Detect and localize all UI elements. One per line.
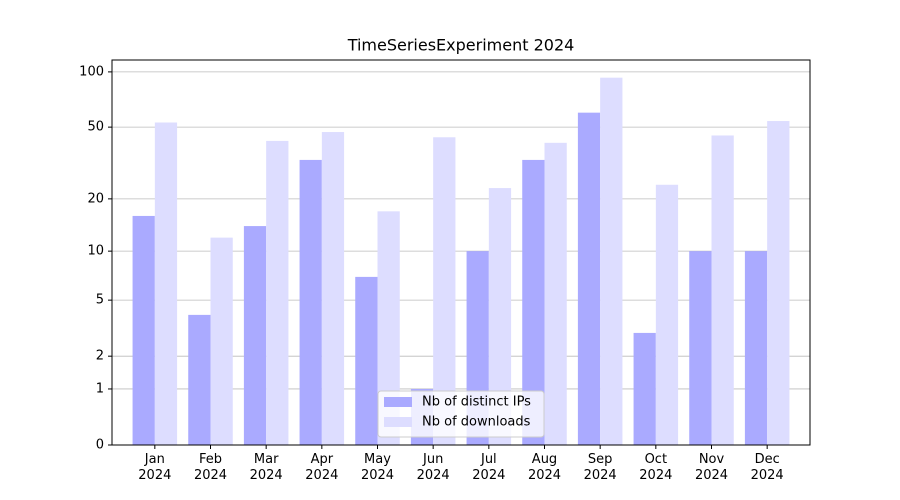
x-tick-label: Oct 2024 (639, 452, 673, 483)
bar (210, 237, 233, 445)
bar (188, 314, 211, 445)
bar (655, 184, 679, 445)
y-tick-label: 1 (96, 381, 104, 396)
y-tick-label: 50 (87, 120, 104, 135)
bar (744, 251, 768, 445)
y-tick-label: 5 (96, 293, 104, 308)
bar (154, 122, 178, 446)
bar (299, 159, 322, 446)
bar (433, 137, 456, 446)
legend-swatch (384, 397, 412, 407)
x-tick-label: Sep 2024 (583, 452, 617, 483)
bar (767, 121, 790, 446)
axes-frame (111, 59, 811, 446)
x-tick-label: May 2024 (360, 452, 395, 483)
x-tick-label: Feb 2024 (193, 452, 228, 483)
bar (522, 159, 545, 446)
y-tick-label: 2 (96, 349, 104, 364)
legend-swatch (384, 417, 412, 427)
y-tick-label: 20 (87, 191, 104, 206)
bar (689, 251, 712, 445)
x-tick-label: Apr 2024 (305, 452, 339, 483)
x-tick-label: Dec 2024 (750, 452, 784, 483)
bar (544, 142, 567, 446)
bar (488, 188, 512, 445)
legend-label: Nb of downloads (422, 415, 531, 430)
bar (600, 77, 623, 446)
bar (355, 276, 378, 445)
bar (711, 135, 734, 445)
bar (243, 226, 267, 445)
x-tick-label: Aug 2024 (527, 452, 562, 483)
y-tick-label: 10 (87, 244, 104, 259)
chart-title: TimeSeriesExperiment 2024 (347, 36, 575, 55)
bar (377, 211, 400, 445)
y-tick-label: 100 (79, 64, 104, 79)
legend-label: Nb of distinct IPs (422, 395, 531, 410)
bar (132, 215, 155, 445)
y-tick-label: 0 (96, 438, 104, 453)
x-tick-label: Nov 2024 (694, 452, 729, 483)
legend-box (377, 390, 545, 438)
x-tick-label: Jun 2024 (416, 452, 450, 483)
bar (266, 140, 289, 445)
x-tick-label: Mar 2024 (249, 452, 283, 483)
legend: Nb of distinct IPs Nb of downloads (377, 390, 545, 438)
bar (633, 332, 656, 445)
x-tick-label: Jul 2024 (472, 452, 506, 483)
x-tick-label: Jan 2024 (138, 452, 172, 483)
bar (577, 112, 601, 445)
bar (321, 132, 345, 446)
